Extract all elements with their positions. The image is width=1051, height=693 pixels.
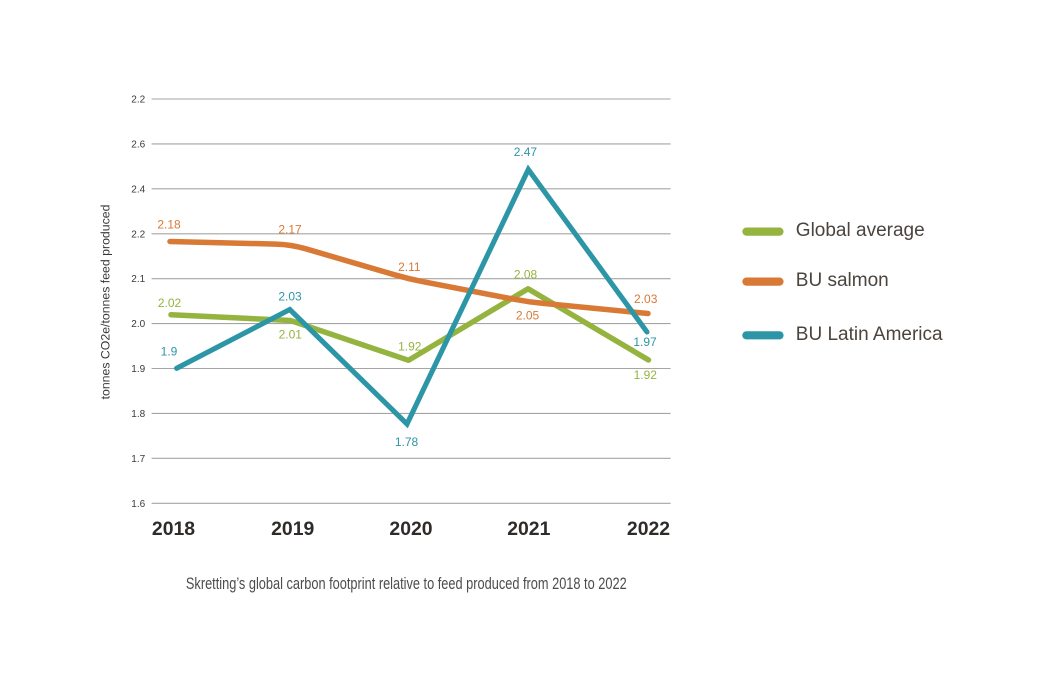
- svg-text:2021: 2021: [507, 518, 550, 540]
- svg-text:2020: 2020: [389, 518, 432, 540]
- svg-text:2.05: 2.05: [516, 308, 540, 322]
- svg-text:1.7: 1.7: [131, 454, 145, 465]
- svg-text:2018: 2018: [152, 518, 195, 540]
- svg-text:2.02: 2.02: [158, 296, 182, 310]
- svg-text:1.92: 1.92: [634, 368, 658, 382]
- svg-text:tonnes CO2e/tonnes feed produc: tonnes CO2e/tonnes feed produced: [99, 204, 113, 399]
- svg-text:1.8: 1.8: [131, 409, 145, 420]
- svg-text:2.6: 2.6: [131, 139, 145, 150]
- svg-text:2.01: 2.01: [279, 328, 303, 342]
- svg-text:1.6: 1.6: [131, 499, 145, 510]
- svg-text:1.78: 1.78: [395, 435, 419, 449]
- svg-text:2.11: 2.11: [398, 260, 421, 274]
- svg-text:2019: 2019: [271, 518, 314, 540]
- svg-text:2.4: 2.4: [131, 184, 145, 195]
- svg-text:2.2: 2.2: [131, 229, 145, 240]
- svg-text:1.9: 1.9: [131, 364, 145, 375]
- svg-text:BU salmon: BU salmon: [796, 270, 889, 291]
- svg-text:2.1: 2.1: [131, 274, 145, 285]
- svg-text:1.9: 1.9: [161, 345, 178, 359]
- svg-text:2.2: 2.2: [131, 95, 145, 106]
- svg-text:2.0: 2.0: [131, 319, 145, 330]
- svg-text:2.03: 2.03: [278, 290, 302, 304]
- svg-text:2.08: 2.08: [514, 268, 538, 282]
- svg-text:BU Latin America: BU Latin America: [796, 324, 943, 345]
- svg-text:2.47: 2.47: [514, 145, 538, 159]
- svg-text:1.92: 1.92: [398, 339, 422, 353]
- svg-text:2.03: 2.03: [634, 292, 658, 306]
- svg-text:2.18: 2.18: [157, 218, 181, 232]
- svg-text:1.97: 1.97: [633, 335, 657, 349]
- svg-text:Global average: Global average: [796, 220, 925, 241]
- svg-text:2.17: 2.17: [278, 222, 302, 236]
- svg-text:2022: 2022: [627, 518, 670, 540]
- svg-text:Skretting’s global carbon foot: Skretting’s global carbon footprint rela…: [186, 576, 627, 594]
